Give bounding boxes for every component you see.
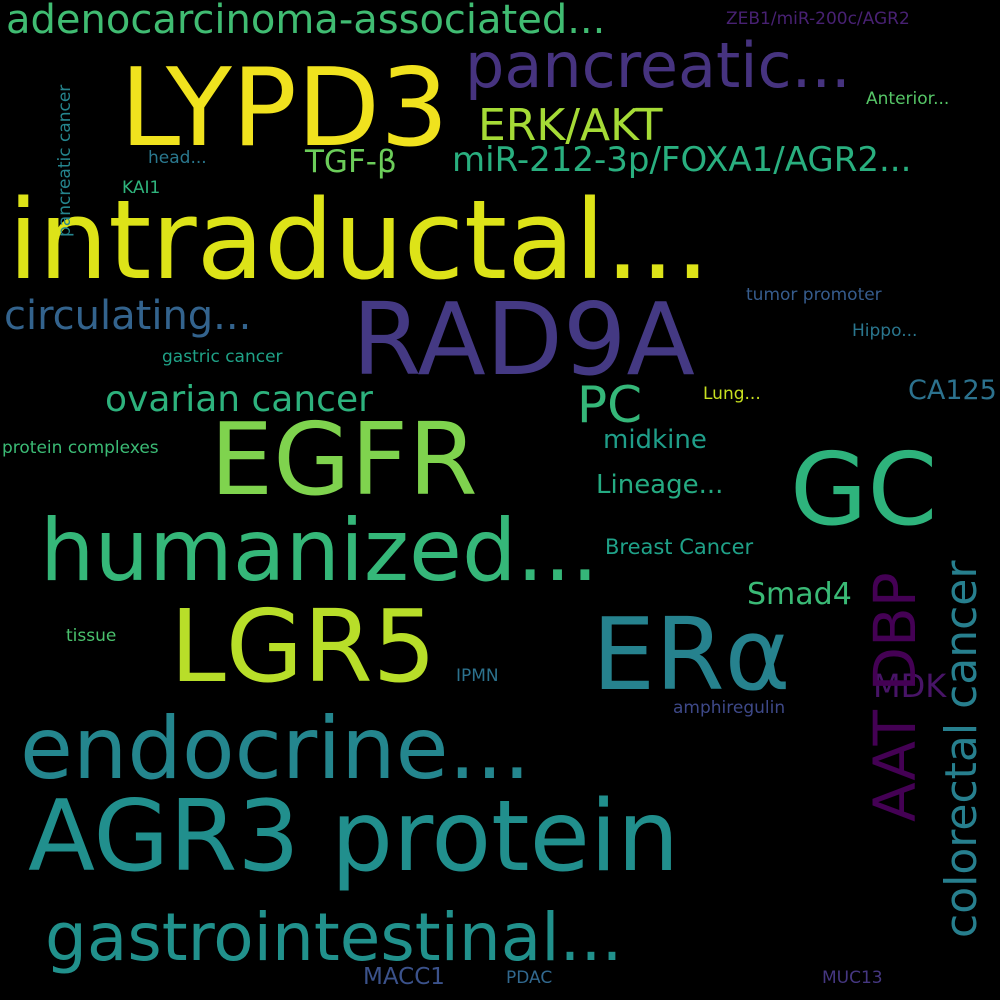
word-pdac: PDAC	[506, 968, 553, 988]
word-circulating: circulating...	[4, 293, 252, 339]
word-era: ERα	[592, 596, 791, 713]
word-agr3: AGR3 protein	[28, 780, 680, 894]
word-breast: Breast Cancer	[605, 535, 754, 559]
word-tumor-promoter: tumor promoter	[746, 285, 882, 305]
word-lung: Lung...	[703, 384, 761, 404]
word-smad4: Smad4	[747, 577, 852, 612]
word-head: head...	[148, 148, 207, 168]
word-macc1: MACC1	[363, 964, 445, 990]
word-mdk: MDK	[873, 667, 947, 705]
word-rad9a: RAD9A	[352, 281, 695, 398]
word-amphiregulin: amphiregulin	[673, 698, 786, 718]
word-ovarian: ovarian cancer	[105, 379, 373, 420]
word-egfr: EGFR	[210, 401, 478, 518]
word-adenocarcinoma: adenocarcinoma-associated...	[6, 0, 606, 43]
word-pancreatic: pancreatic...	[465, 29, 851, 102]
word-anterior: Anterior...	[866, 89, 950, 109]
word-lgr5: LGR5	[170, 588, 437, 705]
word-kai1: KAI1	[122, 178, 161, 198]
word-hippo: Hippo...	[852, 321, 918, 341]
word-ca125: CA125	[908, 375, 997, 406]
word-pancreatic-cancer: pancreatic cancer	[55, 84, 75, 237]
word-colorectal: colorectal cancer	[936, 560, 987, 938]
word-humanized: humanized...	[40, 501, 599, 601]
word-pc: PC	[577, 376, 643, 434]
word-gastric: gastric cancer	[162, 347, 283, 367]
word-lineage: Lineage...	[596, 470, 724, 500]
word-gc: GC	[790, 431, 938, 548]
word-protein-complexes: protein complexes	[2, 438, 159, 458]
word-lypd3: LYPD3	[120, 46, 449, 171]
word-endocrine: endocrine...	[20, 699, 531, 799]
word-tissue: tissue	[66, 626, 117, 646]
word-muc13: MUC13	[822, 968, 883, 988]
word-gastrointestinal: gastrointestinal...	[45, 899, 623, 976]
word-zeb1: ZEB1/miR-200c/AGR2	[726, 9, 910, 29]
word-mir212: miR-212-3p/FOXA1/AGR2...	[452, 140, 912, 180]
word-midkine: midkine	[603, 425, 707, 455]
word-intraductal: intraductal...	[8, 176, 711, 304]
word-ipmn: IPMN	[456, 666, 499, 686]
word-erkakt: ERK/AKT	[478, 100, 663, 151]
word-aatdbp: AAT DBP	[861, 572, 929, 822]
word-tgfb: TGF-β	[305, 144, 397, 180]
